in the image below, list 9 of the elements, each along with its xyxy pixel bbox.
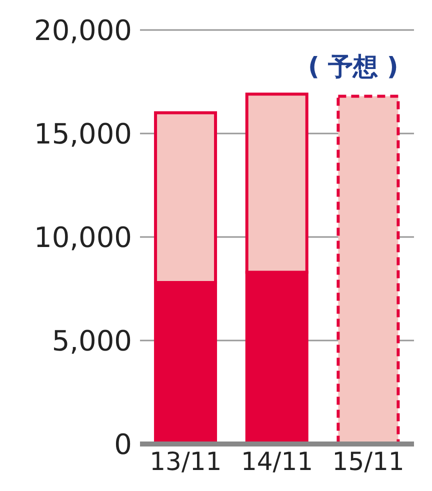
y-tick-label: 20,000 xyxy=(34,14,132,47)
x-tick-label: 13/11 xyxy=(150,446,222,476)
annotation: ( 予想 ) xyxy=(308,51,398,83)
y-tick-label: 15,000 xyxy=(34,117,132,150)
y-tick-label: 5,000 xyxy=(52,324,132,358)
y-tick-label: 10,000 xyxy=(34,220,132,254)
y-tick-label: 0 xyxy=(114,428,132,461)
x-tick-label: 14/11 xyxy=(240,446,314,476)
x-tick-label: 15/11 xyxy=(332,446,404,476)
